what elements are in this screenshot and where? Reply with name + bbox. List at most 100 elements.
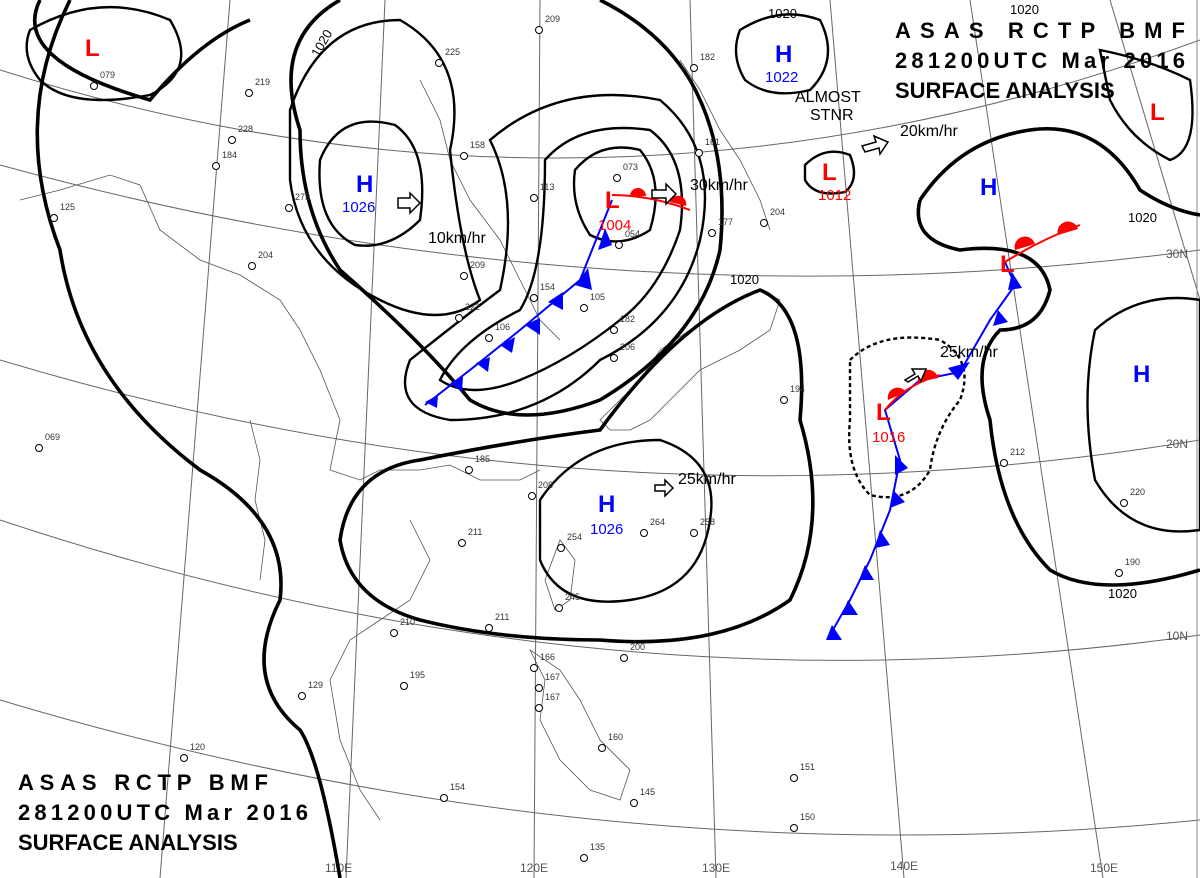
station-pressure: 254 bbox=[567, 532, 582, 542]
station-pressure: 145 bbox=[640, 787, 655, 797]
high-center: H bbox=[980, 174, 997, 201]
station-circle bbox=[760, 219, 768, 227]
station-pressure: 222 bbox=[465, 302, 480, 312]
warm-front bbox=[611, 194, 691, 211]
station-pressure: 105 bbox=[590, 292, 605, 302]
station-pressure: 154 bbox=[450, 782, 465, 792]
isobars: 1020 1020 1020 1020 1020 1020 bbox=[25, 0, 1200, 878]
station-pressure: 054 bbox=[625, 229, 640, 239]
lon-label-130e: 130E bbox=[702, 861, 730, 875]
isobar-label: 1020 bbox=[1108, 586, 1137, 601]
station-circle bbox=[530, 194, 538, 202]
high-pressure-value: 1026 bbox=[590, 521, 623, 538]
station-circle bbox=[535, 704, 543, 712]
station-pressure: 160 bbox=[608, 732, 623, 742]
station-pressure: 211 bbox=[495, 612, 509, 622]
low-center: L bbox=[85, 35, 100, 62]
station-pressure: 120 bbox=[190, 742, 205, 752]
station-circle bbox=[535, 26, 543, 34]
station-circle bbox=[613, 174, 621, 182]
station-pressure: 154 bbox=[540, 282, 555, 292]
station-circle bbox=[555, 604, 563, 612]
stationary-note: STNR bbox=[810, 107, 854, 124]
low-center: L bbox=[822, 159, 837, 186]
high-center: H bbox=[598, 491, 615, 518]
station-circle bbox=[1120, 499, 1128, 507]
station-circle bbox=[530, 664, 538, 672]
station-pressure: 167 bbox=[545, 692, 560, 702]
station-circle bbox=[400, 682, 408, 690]
station-circle bbox=[610, 326, 618, 334]
station-pressure: 069 bbox=[45, 432, 60, 442]
motion-vectors: 10km/hr 30km/hr 20km/hr 25km/hr 25km/hr … bbox=[397, 89, 998, 498]
high-center: H bbox=[775, 41, 792, 68]
station-circle bbox=[535, 684, 543, 692]
station-pressure: 210 bbox=[400, 617, 415, 627]
isobar-label: 1020 bbox=[768, 6, 797, 21]
station-pressure: 204 bbox=[258, 250, 273, 260]
station-circle bbox=[245, 89, 253, 97]
header-line-2: 281200UTC Mar 2016 bbox=[895, 48, 1185, 73]
station-circle bbox=[460, 152, 468, 160]
station-circle bbox=[790, 774, 798, 782]
footer-line-2: 281200UTC Mar 2016 bbox=[18, 800, 308, 825]
station-circle bbox=[780, 396, 788, 404]
station-circle bbox=[640, 529, 648, 537]
high-pressure-value: 1022 bbox=[765, 69, 798, 86]
station-circle bbox=[228, 136, 236, 144]
station-pressure: 212 bbox=[1010, 447, 1025, 457]
station-circle bbox=[485, 334, 493, 342]
high-center: H bbox=[1133, 361, 1150, 388]
station-circle bbox=[620, 654, 628, 662]
station-circle bbox=[695, 149, 703, 157]
station-pressure: 150 bbox=[800, 812, 815, 822]
low-pressure-value: 1012 bbox=[818, 187, 851, 204]
station-pressure: 135 bbox=[590, 842, 605, 852]
cold-front-east-triangles bbox=[826, 272, 1022, 640]
station-circle bbox=[298, 692, 306, 700]
station-circle bbox=[248, 262, 256, 270]
station-circle bbox=[580, 854, 588, 862]
cold-front-triangles bbox=[425, 228, 612, 408]
low-pressure-value: 1004 bbox=[598, 217, 631, 234]
station-circle bbox=[557, 544, 565, 552]
lat-label-20n: 20N bbox=[1166, 437, 1188, 451]
arrow-icon bbox=[903, 368, 928, 383]
station-pressure: 151 bbox=[800, 762, 815, 772]
station-pressure: 185 bbox=[475, 454, 490, 464]
station-circle bbox=[455, 314, 463, 322]
stationary-note: ALMOST bbox=[795, 89, 861, 106]
station-circle bbox=[465, 466, 473, 474]
station-pressure: 209 bbox=[470, 260, 485, 270]
lat-label-30n: 30N bbox=[1166, 247, 1188, 261]
arrow-icon bbox=[397, 191, 422, 215]
station-pressure: 182 bbox=[620, 314, 635, 324]
lon-label-150e: 150E bbox=[1090, 861, 1118, 875]
station-circle bbox=[390, 629, 398, 637]
station-circle bbox=[598, 744, 606, 752]
arrow-icon bbox=[651, 182, 678, 206]
low-center: L bbox=[605, 187, 620, 214]
station-pressure: 220 bbox=[1130, 487, 1145, 497]
station-circle bbox=[690, 529, 698, 537]
high-pressure-value: 1026 bbox=[342, 199, 375, 216]
station-pressure: 204 bbox=[770, 207, 785, 217]
motion-speed: 20km/hr bbox=[900, 123, 958, 140]
station-pressure: 275 bbox=[295, 192, 310, 202]
motion-speed: 25km/hr bbox=[940, 344, 998, 361]
station-circle bbox=[90, 82, 98, 90]
station-circle bbox=[458, 539, 466, 547]
station-circle bbox=[528, 492, 536, 500]
arrow-icon bbox=[654, 478, 675, 498]
station-pressure: 177 bbox=[718, 217, 733, 227]
station-circle bbox=[460, 272, 468, 280]
isobar-label: 1020 bbox=[1128, 210, 1157, 225]
station-circle bbox=[485, 624, 493, 632]
station-pressure: 079 bbox=[100, 70, 115, 80]
station-pressure: 225 bbox=[445, 47, 460, 57]
station-pressure: 206 bbox=[620, 342, 635, 352]
station-pressure: 264 bbox=[650, 517, 665, 527]
station-pressure: 258 bbox=[700, 517, 715, 527]
station-pressure: 208 bbox=[538, 480, 553, 490]
motion-speed: 30km/hr bbox=[690, 177, 748, 194]
